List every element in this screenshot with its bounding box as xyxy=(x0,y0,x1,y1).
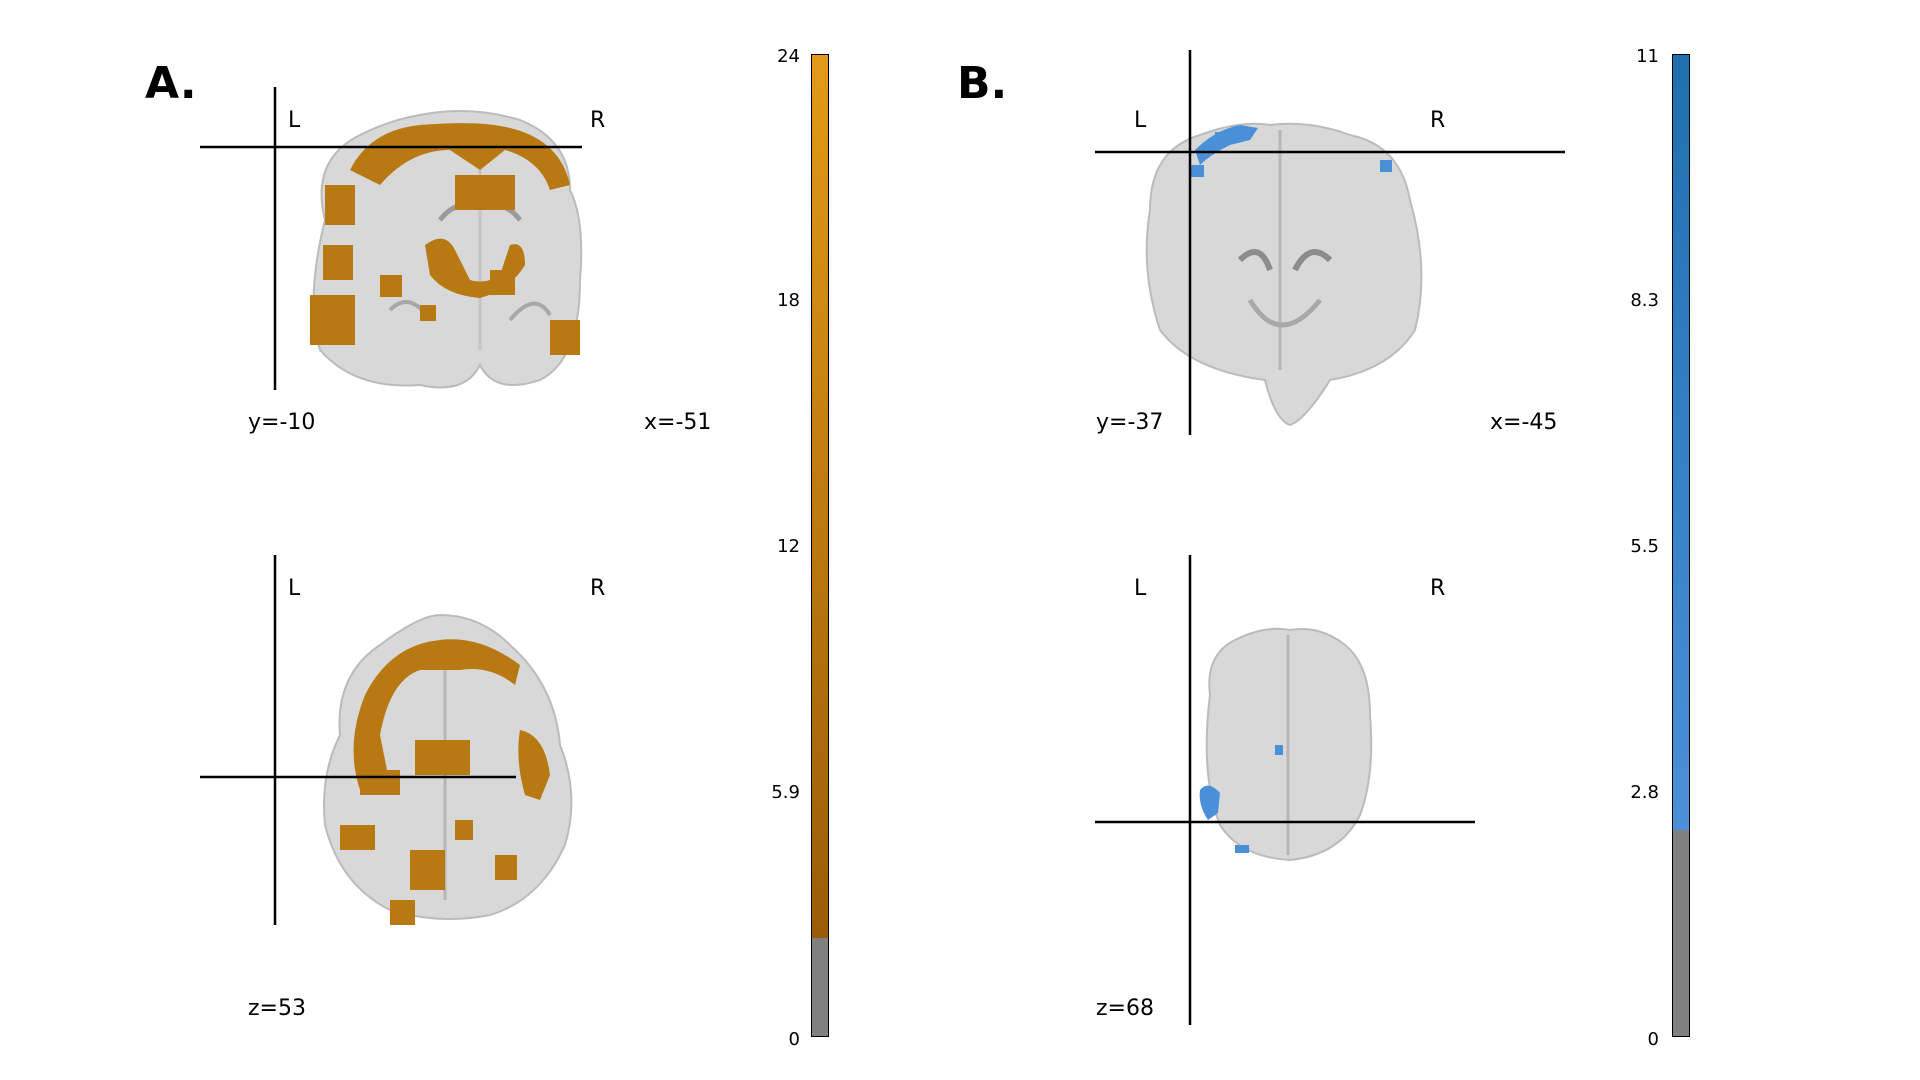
panel-b-colorbar-tick-min: 0 xyxy=(1647,1029,1659,1050)
panel-a-coronal-right-label: R xyxy=(590,108,606,133)
panel-a-axial-view: L R z=53 xyxy=(200,555,730,1035)
panel-a-coronal-x-coord: x=-51 xyxy=(644,410,712,435)
panel-b-colorbar-tick-3: 2.8 xyxy=(1630,782,1659,803)
panel-b-colorbar-tick-2: 5.5 xyxy=(1630,536,1659,557)
panel-b-colorbar xyxy=(1672,54,1690,1037)
panel-a-coronal-view: L R y=-10 x=-51 xyxy=(200,50,730,440)
panel-b-axial-left-label: L xyxy=(1134,576,1147,601)
panel-a-colorbar-tick-1: 18 xyxy=(777,290,800,311)
panel-b-axial-brain-image xyxy=(1095,555,1475,1025)
panel-b-colorbar-tick-max: 11 xyxy=(1636,46,1659,67)
panel-b-coronal-left-label: L xyxy=(1134,108,1147,133)
panel-b-coronal-view: L R y=-37 x=-45 xyxy=(1090,50,1570,440)
panel-b-axial-z-coord: z=68 xyxy=(1096,996,1154,1021)
panel-a-colorbar xyxy=(811,54,829,1037)
panel-a-colorbar-tick-2: 12 xyxy=(777,536,800,557)
panel-b-axial-right-label: R xyxy=(1430,576,1446,601)
panel-a-coronal-brain-image xyxy=(200,87,583,390)
panel-a-colorbar-tick-max: 24 xyxy=(777,46,800,67)
panel-a-letter: A. xyxy=(145,58,197,109)
panel-b-coronal-brain-image xyxy=(1095,50,1565,435)
panel-b-colorbar-tick-1: 8.3 xyxy=(1630,290,1659,311)
panel-b-letter: B. xyxy=(957,58,1008,109)
panel-b-coronal-x-coord: x=-45 xyxy=(1490,410,1558,435)
panel-a-axial-brain-image xyxy=(200,555,573,925)
panel-a-coronal-left-label: L xyxy=(288,108,301,133)
panel-a-coronal-y-coord: y=-10 xyxy=(248,410,316,435)
panel-a: A. L xyxy=(145,46,829,1050)
panel-b-coronal-y-coord: y=-37 xyxy=(1096,410,1164,435)
panel-b-coronal-right-label: R xyxy=(1430,108,1446,133)
panel-a-colorbar-tick-min: 0 xyxy=(788,1029,800,1050)
panel-b-axial-view: L R z=68 xyxy=(1090,555,1570,1035)
panel-a-axial-right-label: R xyxy=(590,576,606,601)
panel-a-axial-z-coord: z=53 xyxy=(248,996,306,1021)
panel-a-axial-left-label: L xyxy=(288,576,301,601)
panel-a-colorbar-tick-3: 5.9 xyxy=(771,782,800,803)
